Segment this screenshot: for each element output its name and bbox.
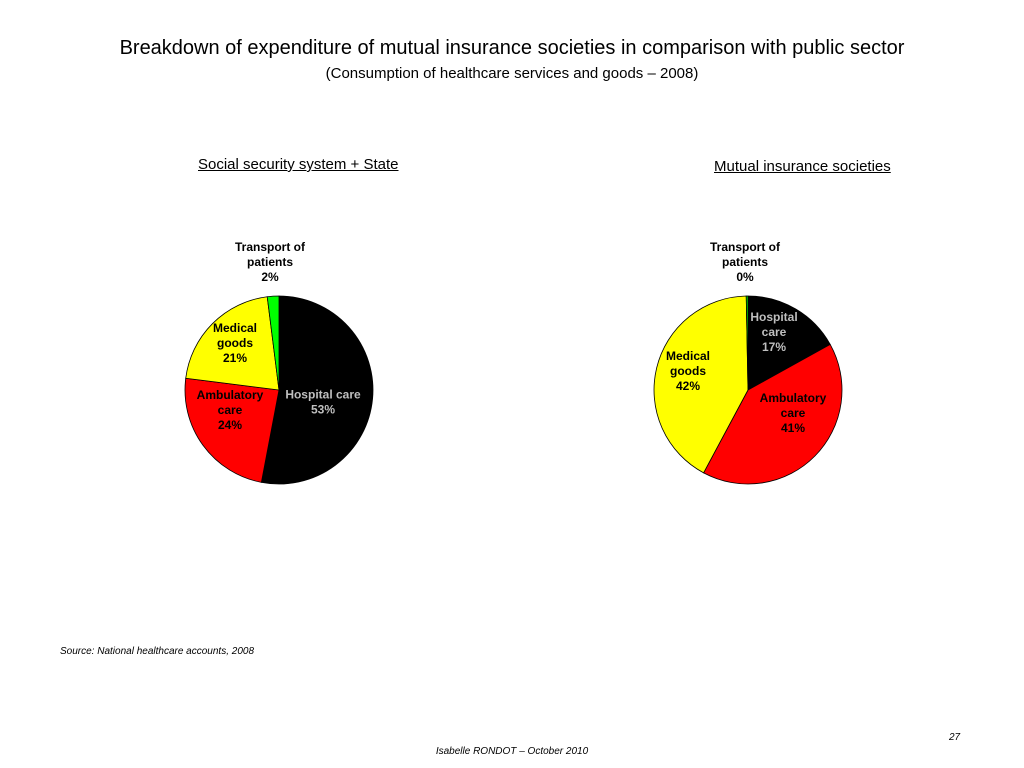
slide-subtitle: (Consumption of healthcare services and … bbox=[325, 65, 699, 82]
slice-name-label: Transport of bbox=[235, 240, 306, 254]
slice-label-ambulatory-care: Ambulatory care 41% bbox=[760, 391, 827, 435]
pie-slice-medical-goods bbox=[185, 296, 280, 391]
slice-name-label: Transport of bbox=[710, 240, 781, 254]
slice-name-label: Hospital bbox=[750, 310, 797, 324]
slice-label-transport-of-patients: Transport of patients 2% bbox=[235, 240, 306, 284]
slice-label-ambulatory-care: Ambulatory care 24% bbox=[197, 388, 264, 432]
slice-name-label: care bbox=[218, 403, 243, 417]
slice-label-medical-goods: Medical goods 21% bbox=[213, 321, 257, 365]
slice-label-medical-goods: Medical goods 42% bbox=[666, 349, 710, 393]
slice-name-label: Medical bbox=[666, 349, 710, 363]
slice-value-label: 24% bbox=[218, 418, 242, 432]
pie-slice-hospital-care bbox=[747, 295, 831, 391]
pie-slice-ambulatory-care bbox=[703, 343, 843, 485]
slice-value-label: 17% bbox=[762, 340, 786, 354]
slice-name-label: care bbox=[781, 406, 806, 420]
slide-title: Breakdown of expenditure of mutual insur… bbox=[119, 37, 905, 59]
pie-slice-transport-of-patients bbox=[266, 295, 280, 391]
slice-name-label: Ambulatory bbox=[197, 388, 264, 402]
slice-name-label: goods bbox=[670, 364, 706, 378]
slice-value-label: 0% bbox=[736, 270, 754, 284]
slice-value-label: 41% bbox=[781, 421, 805, 435]
pie-slice-hospital-care bbox=[260, 295, 374, 485]
footer-author: Isabelle RONDOT – October 2010 bbox=[435, 746, 589, 757]
pie-chart-mutual: Hospital care 17%Ambulatory care 41%Medical g… bbox=[653, 240, 843, 485]
source-note: Source: National healthcare accounts, 20… bbox=[60, 646, 255, 657]
slice-value-label: 42% bbox=[676, 379, 700, 393]
slice-name-label: care bbox=[762, 325, 787, 339]
chart-title-public: Social security system + State bbox=[198, 156, 399, 173]
slice-name-label: Hospital care bbox=[285, 388, 361, 402]
slice-name-label: Medical bbox=[213, 321, 257, 335]
slice-name-label: patients bbox=[247, 255, 293, 269]
slice-label-hospital-care: Hospital care 53% bbox=[285, 388, 361, 417]
pie-slice-transport-of-patients bbox=[745, 295, 749, 391]
slice-label-hospital-care: Hospital care 17% bbox=[750, 310, 797, 354]
pie-slice-ambulatory-care bbox=[184, 377, 280, 483]
pie-slice-medical-goods bbox=[653, 295, 749, 474]
slice-label-transport-of-patients: Transport of patients 0% bbox=[710, 240, 781, 284]
slice-value-label: 2% bbox=[261, 270, 279, 284]
slice-name-label: patients bbox=[722, 255, 768, 269]
slice-value-label: 53% bbox=[311, 403, 335, 417]
chart-title-mutual: Mutual insurance societies bbox=[714, 158, 891, 175]
slice-name-label: goods bbox=[217, 336, 253, 350]
page-number: 27 bbox=[949, 732, 961, 743]
slice-name-label: Ambulatory bbox=[760, 391, 827, 405]
pie-chart-public: Hospital care 53% Ambulatory care 24% Medical… bbox=[184, 240, 374, 485]
slice-value-label: 21% bbox=[223, 351, 247, 365]
